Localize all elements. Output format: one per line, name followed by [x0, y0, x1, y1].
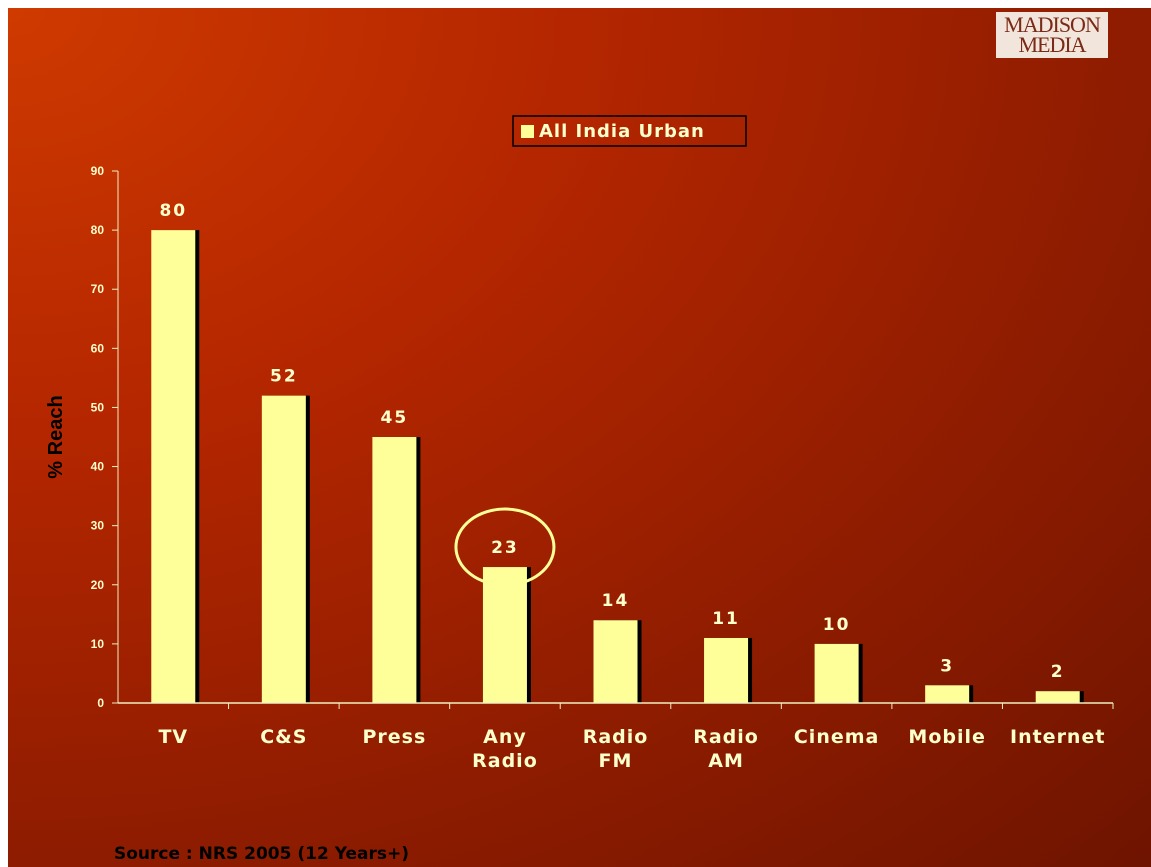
bar [704, 637, 749, 703]
y-tick-label: 40 [91, 460, 105, 474]
y-tick-label: 30 [91, 519, 105, 533]
y-tick-label: 20 [91, 578, 105, 592]
data-label: 80 [159, 201, 187, 221]
x-tick-label: Any [483, 726, 527, 748]
bar [372, 437, 417, 703]
bar [151, 230, 196, 703]
bar [482, 567, 527, 703]
data-label: 3 [940, 656, 954, 676]
slide: MADISON MEDIA 0 10 20 30 40 50 60 70 80 90 % Reach… [8, 8, 1151, 867]
y-tick-label: 70 [91, 282, 105, 296]
bar [814, 643, 859, 703]
data-label: 10 [823, 615, 851, 635]
bar [593, 620, 638, 703]
x-tick-label: FM [599, 750, 633, 772]
x-tick-label: Internet [1010, 726, 1105, 748]
highlight-circle [454, 507, 556, 587]
x-tick-label: AM [708, 750, 744, 772]
y-tick-label: 60 [91, 341, 105, 355]
data-label: 52 [270, 367, 298, 387]
madison-media-logo: MADISON MEDIA [996, 12, 1108, 58]
bar-chart: 0 10 20 30 40 50 60 70 80 90 % Reach 80 TV 52 C&S 45 Pre… [45, 115, 1114, 772]
legend-swatch [521, 125, 534, 138]
bar [261, 395, 306, 703]
y-axis-title: % Reach [45, 395, 67, 478]
x-tick-label: TV [158, 726, 188, 748]
y-tick-label: 80 [91, 223, 105, 237]
x-tick-label: Mobile [908, 726, 985, 748]
x-tick-label: Radio [583, 726, 649, 748]
data-label: 45 [381, 408, 409, 428]
y-tick-label: 90 [91, 164, 105, 178]
data-label: 14 [602, 591, 630, 611]
bar [1035, 691, 1080, 703]
y-tick-label: 50 [91, 400, 105, 414]
x-tick-label: Radio [693, 726, 759, 748]
data-label: 23 [491, 538, 519, 558]
source-note: Source : NRS 2005 (12 Years+) [114, 844, 409, 864]
x-tick-label: Press [362, 726, 426, 748]
data-label: 11 [712, 609, 740, 629]
bar [925, 685, 970, 703]
legend-box [512, 115, 747, 147]
y-tick-label: 10 [91, 637, 105, 651]
x-tick-label: Radio [472, 750, 538, 772]
data-label: 2 [1051, 662, 1065, 682]
y-tick-label: 0 [97, 696, 104, 710]
logo-line-2: MEDIA [1018, 32, 1086, 57]
legend-entry: All India Urban [539, 121, 705, 142]
x-tick-label: Cinema [794, 726, 880, 748]
x-tick-label: C&S [260, 726, 307, 748]
logo-line-1: MADISON [1004, 12, 1101, 37]
